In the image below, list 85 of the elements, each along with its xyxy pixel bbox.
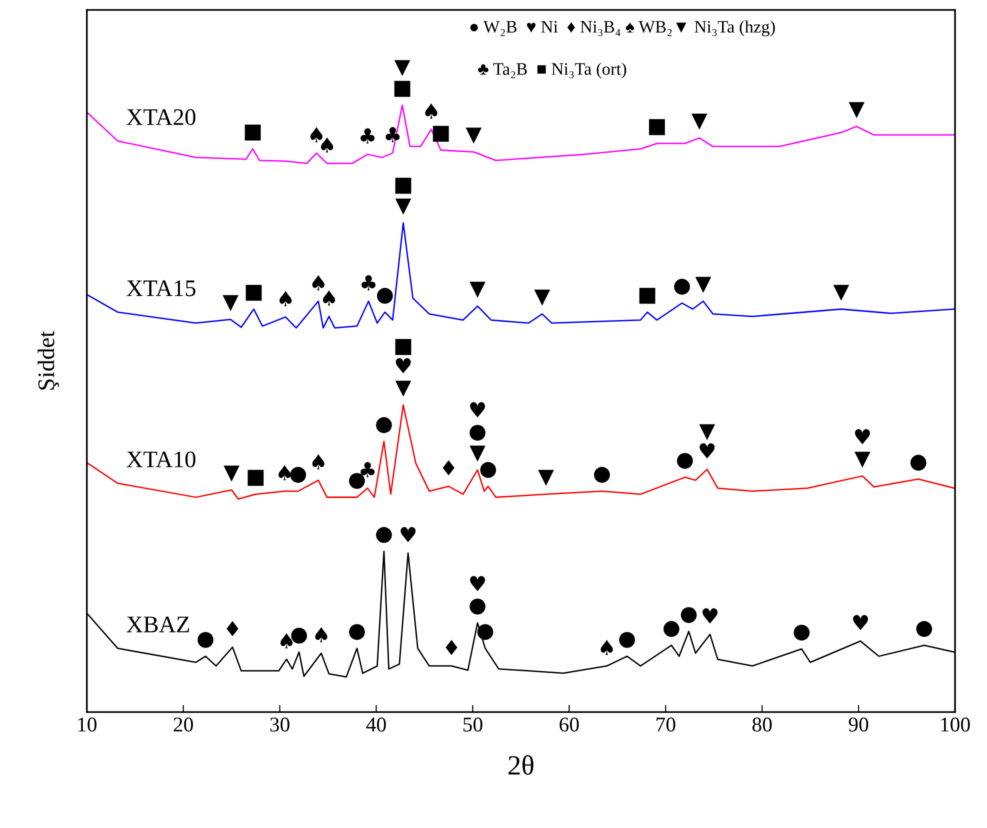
x-tick-label: 60 [560, 718, 579, 732]
annotation: ● [480, 462, 496, 478]
annotation: ■ [395, 339, 412, 355]
annotation: ♥ [470, 576, 486, 592]
annotation: ■ [639, 288, 656, 304]
annotation: ♥ [702, 608, 718, 624]
annotation: ♥ [854, 429, 870, 444]
annotation: ● [676, 452, 693, 469]
x-tick-label: 20 [174, 718, 193, 732]
annotation: ▼ [848, 102, 865, 118]
annotation: ♦ [442, 460, 454, 476]
annotation: ▼ [833, 284, 850, 301]
y-axis-title: Şiddet [38, 330, 60, 390]
annotation: ♥ [400, 526, 416, 542]
annotation: ♥ [853, 614, 868, 630]
annotation: ♠ [310, 127, 322, 142]
annotation: ▼ [534, 290, 550, 306]
annotation: ♥ [396, 358, 411, 374]
annotation: ● [680, 607, 697, 624]
annotation: ♠ [425, 103, 438, 119]
annotation: ♠ [278, 465, 291, 480]
annotation: ● [198, 632, 214, 648]
x-tick-label: 50 [464, 718, 482, 732]
annotation: ● [291, 628, 308, 644]
annotation: ▼ [394, 60, 410, 76]
annotation: ■ [649, 119, 665, 136]
annotation: ■ [248, 470, 264, 486]
text: ♣ Ta₂B ■ Ni₃Ta (ort) [478, 62, 626, 78]
annotation: ● [663, 621, 680, 637]
annotation: ● [916, 621, 932, 637]
annotation: ▼ [470, 446, 486, 462]
annotation: ♠ [280, 290, 292, 306]
annotation: ♥ [470, 402, 486, 418]
annotation: ♣ [362, 275, 376, 290]
annotation: ▼ [224, 466, 240, 482]
annotation: ♠ [315, 627, 328, 642]
annotation: ● [794, 624, 810, 641]
annotation: ♣ [360, 128, 375, 144]
annotation: ▼ [691, 114, 708, 130]
text: ● W₂B ♥ Ni ♦ Ni₃B₄ ♠ WB₂▼ Ni₃Ta (hzg) [470, 20, 775, 36]
annotation: ■ [244, 124, 261, 141]
annotation: ▼ [395, 380, 412, 397]
x-tick-label: 90 [848, 718, 868, 732]
annotation: ● [290, 466, 306, 483]
x-tick-label: 80 [752, 718, 772, 732]
annotation: ♦ [226, 621, 238, 636]
annotation: ● [594, 466, 610, 483]
series-label: XTA10 [126, 451, 196, 468]
annotation: ● [376, 417, 392, 434]
annotation: ● [376, 288, 393, 304]
annotation: ♠ [600, 640, 613, 656]
x-axis-title: 2θ [508, 755, 534, 775]
annotation: ● [674, 278, 690, 295]
series-label: XTA15 [126, 280, 196, 296]
annotation: ▼ [854, 452, 870, 468]
annotation: ▼ [695, 276, 712, 293]
x-tick-label: 30 [270, 718, 290, 732]
annotation: ♠ [312, 454, 324, 470]
annotation: ■ [394, 80, 410, 97]
annotation: ■ [246, 284, 262, 301]
annotation: ♦ [446, 640, 458, 656]
annotation: ▼ [395, 198, 412, 215]
annotation: ▼ [699, 424, 716, 440]
annotation: ♠ [322, 290, 336, 306]
annotation: ▼ [222, 295, 239, 312]
x-tick-label: 70 [656, 718, 676, 732]
annotation: ● [470, 598, 486, 615]
annotation: ♥ [700, 443, 715, 458]
annotation: ▼ [466, 128, 482, 144]
x-tick-label: 40 [366, 718, 386, 732]
annotation: ♠ [312, 275, 324, 290]
annotation: ● [349, 624, 365, 640]
annotation: ● [619, 632, 635, 648]
series-label: XTA20 [126, 109, 196, 126]
annotation: ● [376, 526, 392, 543]
x-tick-label: 100 [941, 718, 970, 732]
annotation: ♠ [320, 137, 334, 153]
annotation: ♠ [280, 633, 293, 648]
series-label: XBAZ [126, 616, 190, 632]
annotation: ● [470, 424, 486, 441]
annotation: ▼ [538, 470, 554, 486]
annotation: ● [910, 454, 926, 471]
annotation: ■ [395, 178, 412, 194]
x-tick-label: 10 [78, 718, 96, 732]
annotation: ▼ [470, 282, 486, 298]
